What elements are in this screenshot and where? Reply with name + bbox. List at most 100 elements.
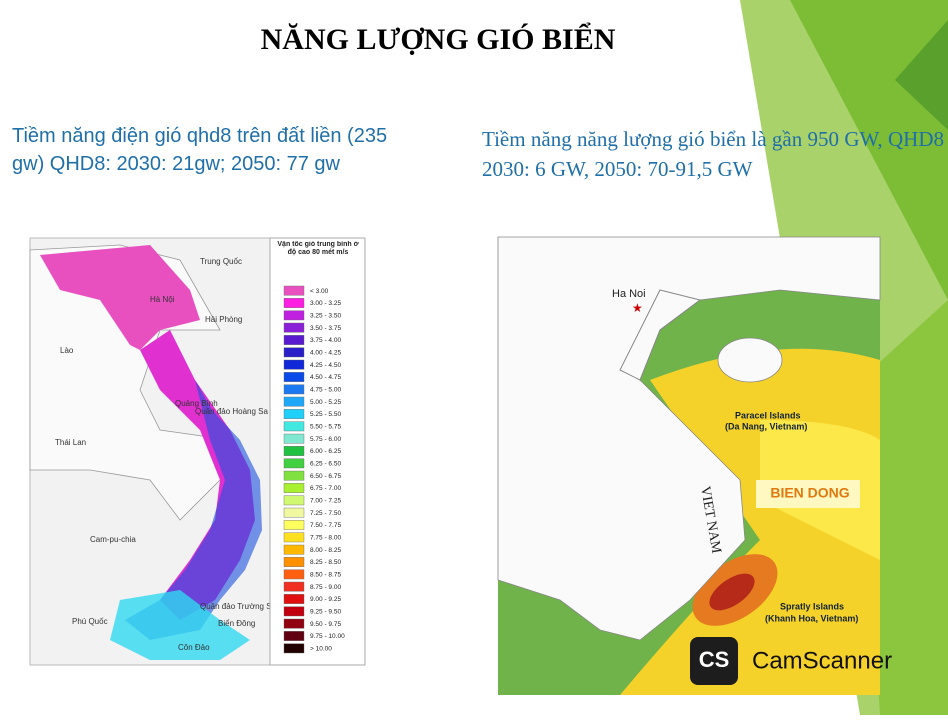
star: ★ [632,301,643,315]
legend: Vận tốc gió trung bình ở độ cao 80 mét m… [269,237,366,666]
legend-swatch [283,606,305,617]
legend-swatch [283,470,305,481]
right-map: ★ Ha Noi Paracel Islands (Da Nang, Vietn… [497,236,881,695]
legend-label: 4.75 - 5.00 [310,387,341,394]
legend-swatch [283,384,305,395]
legend-swatch [283,569,305,580]
land [497,236,881,641]
legend-swatch [283,359,305,370]
legend-swatch [283,520,305,530]
map-label: Lào [60,346,74,355]
map-label: BIEN DONG [770,485,849,501]
legend-swatch [283,495,305,506]
legend-label: 9.25 - 9.50 [310,609,341,616]
vn-coast [125,380,262,640]
map-label: Côn Đảo [178,643,210,652]
legend-label: 5.75 - 6.00 [310,436,341,443]
legend-swatch [283,347,305,358]
wind-zone [709,573,755,611]
map-label: Quần đảo Hoàng Sa [195,407,268,416]
vn-south [110,590,250,660]
legend-label: 8.00 - 8.25 [310,547,341,554]
cs-text: CamScanner [752,647,892,674]
legend-label: 5.25 - 5.50 [310,411,341,418]
map-label: (Khanh Hoa, Vietnam) [765,613,858,623]
map-label: Quảng Bình [175,399,218,408]
legend-label: 9.75 - 10.00 [310,633,345,640]
legend-label: 9.00 - 9.25 [310,596,341,603]
decor [895,20,948,130]
legend-label: 6.75 - 7.00 [310,485,341,492]
map-label: Cam-pu-chia [90,535,136,544]
legend-label: 8.50 - 8.75 [310,572,341,579]
legend-swatch [283,618,305,629]
legend-swatch [283,507,305,518]
legend-label: > 10.00 [310,646,332,653]
map-label: Biển Đông [218,619,255,628]
legend-label: 6.50 - 6.75 [310,473,341,480]
vn-north [40,245,200,350]
legend-label: 8.75 - 9.00 [310,584,341,591]
legend-swatch [283,409,305,419]
legend-swatch [283,532,305,543]
right-text-box: Tiềm năng năng lượng gió biển là gần 950… [482,127,944,181]
legend-swatch [283,372,305,382]
legend-label: 6.00 - 6.25 [310,448,341,455]
legend-title: Vận tốc gió trung bình ở độ cao 80 mét m… [277,241,359,256]
legend-swatch [283,396,305,407]
map-label: Quần đảo Trường Sa [200,602,277,611]
decor [860,300,948,715]
watermark: CS CamScanner [690,637,892,685]
legend-swatch [283,594,305,604]
map-label: Spratly Islands [780,601,844,611]
legend-title-box: Vận tốc gió trung bình ở độ cao 80 mét m… [277,241,359,256]
legend-label: 9.50 - 9.75 [310,621,341,628]
map-label: Phú Quốc [72,617,108,626]
legend-swatch [283,433,305,444]
legend-swatch [283,335,305,345]
legend-label: 7.25 - 7.50 [310,510,341,517]
legend-label: 4.25 - 4.50 [310,362,341,369]
map-label: Hải Phòng [205,315,242,324]
legend-swatch [283,643,305,654]
map-label: (Da Nang, Vietnam) [725,421,807,431]
legend-label: 8.25 - 8.50 [310,559,341,566]
legend-label: 4.50 - 4.75 [310,374,341,381]
map-label: Thái Lan [55,438,86,447]
legend-label: 7.50 - 7.75 [310,522,341,529]
hainan [717,337,783,383]
legend-label: < 3.00 [310,288,329,295]
legend-label: 7.75 - 8.00 [310,535,341,542]
legend-label: 3.75 - 4.00 [310,337,341,344]
map-label: Hà Nội [150,295,175,304]
map-label: Trung Quốc [200,257,242,266]
legend-swatch [283,421,305,432]
map-label: Ha Noi [612,288,646,300]
legend-swatch [283,310,305,321]
border [619,289,702,381]
legend-swatch [283,322,305,333]
legend-label: 5.00 - 5.25 [310,399,341,406]
map-label: Paracel Islands [735,410,801,420]
right-text: Tiềm năng năng lượng gió biển là gần 950… [482,127,944,181]
legend-swatch [283,544,305,555]
legend-swatch [283,581,305,592]
left-text-box: Tiềm năng điện gió qhd8 trên đất liền (2… [12,125,388,175]
cs-logo [690,637,738,685]
legend-swatch [283,557,305,567]
legend-swatch [283,458,305,469]
legend-swatch [283,446,305,456]
label-bg [756,480,860,508]
legend-swatch [283,285,305,296]
legend-swatch [283,298,305,308]
legend-label: 7.00 - 7.25 [310,498,341,505]
legend-swatch [283,483,305,493]
title: NĂNG LƯỢNG GIÓ BIỂN [261,23,616,56]
left-text: Tiềm năng điện gió qhd8 trên đất liền (2… [12,125,388,175]
legend-swatch [283,631,305,641]
legend-label: 4.00 - 4.25 [310,350,341,357]
cs-logo-text: CS [699,647,730,672]
legend-label: 3.25 - 3.50 [310,313,341,320]
